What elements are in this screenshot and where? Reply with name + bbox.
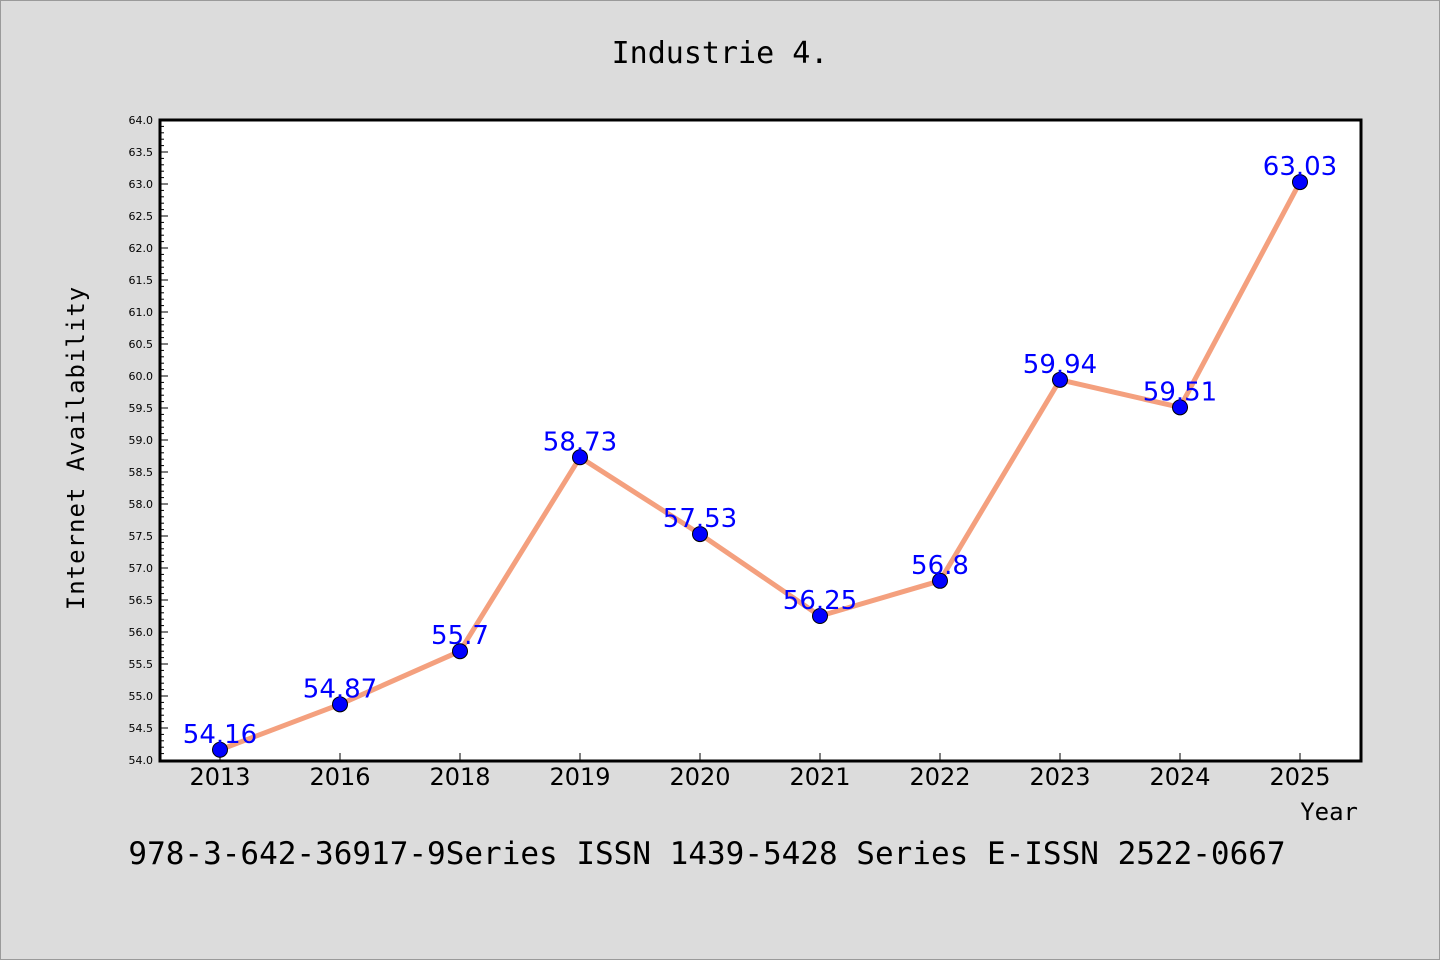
data-label: 57.53 <box>663 504 737 534</box>
y-axis-label: Internet Availability <box>62 286 90 610</box>
y-tick-label: 62.5 <box>129 210 154 223</box>
y-tick-label: 58.0 <box>129 498 154 511</box>
data-point <box>1172 399 1188 416</box>
series-line <box>219 180 1303 753</box>
data-point <box>1052 371 1068 388</box>
y-tick-label: 61.5 <box>129 274 154 287</box>
data-point <box>452 643 468 660</box>
data-label: 59.94 <box>1023 350 1097 380</box>
y-tick-label: 58.5 <box>129 466 154 479</box>
data-labels: 54.16 54.87 55.7 58.73 57.53 56.25 56.8 59.94 59… <box>183 152 1337 750</box>
y-tick-label: 61.0 <box>129 306 154 319</box>
y-tick-label: 56.0 <box>129 626 154 639</box>
x-tick-label: 2016 <box>309 763 370 791</box>
y-tick-label: 63.5 <box>129 146 154 159</box>
data-label: 54.87 <box>303 674 377 704</box>
y-tick-label: 59.0 <box>129 434 154 447</box>
y-tick-label: 60.5 <box>129 338 154 351</box>
data-point <box>332 696 348 713</box>
y-axis: 54.0 54.5 55.0 55.5 56.0 56.5 57.0 57.5 58.0 58.5… <box>129 114 168 767</box>
x-tick-label: 2024 <box>1149 763 1210 791</box>
data-point <box>212 741 228 758</box>
x-tick-label: 2023 <box>1029 763 1090 791</box>
x-axis-label: Year <box>1300 798 1358 826</box>
data-point <box>932 572 948 589</box>
plot-area <box>158 118 1363 763</box>
x-tick-label: 2025 <box>1269 763 1330 791</box>
data-label: 54.16 <box>183 720 257 750</box>
y-tick-label: 62.0 <box>129 242 154 255</box>
y-tick-label: 59.5 <box>129 402 154 415</box>
x-tick-label: 2022 <box>909 763 970 791</box>
data-label: 59.51 <box>1143 377 1217 407</box>
y-tick-label: 56.5 <box>129 594 154 607</box>
x-tick-label: 2018 <box>429 763 490 791</box>
chart-title: Industrie 4. <box>612 36 829 71</box>
data-label: 55.7 <box>431 621 489 651</box>
data-label: 58.73 <box>543 427 617 457</box>
y-tick-label: 55.5 <box>129 658 154 671</box>
y-tick-label: 57.5 <box>129 530 154 543</box>
data-point <box>692 526 708 543</box>
y-tick-label: 64.0 <box>129 114 154 127</box>
y-tick-label: 60.0 <box>129 370 154 383</box>
series-markers <box>212 174 1308 758</box>
data-point <box>572 449 588 466</box>
data-point <box>1292 174 1308 191</box>
data-label: 56.25 <box>783 586 857 616</box>
x-tick-label: 2021 <box>789 763 850 791</box>
x-tick-label: 2019 <box>549 763 610 791</box>
y-tick-label: 57.0 <box>129 562 154 575</box>
x-tick-label: 2013 <box>189 763 250 791</box>
y-tick-label: 55.0 <box>129 690 154 703</box>
data-label: 63.03 <box>1263 152 1337 182</box>
data-label: 56.8 <box>911 551 969 581</box>
x-tick-label: 2020 <box>669 763 730 791</box>
caption: 978-3-642-36917-9Series ISSN 1439-5428 S… <box>128 836 1285 872</box>
y-tick-label: 54.5 <box>129 722 154 735</box>
data-point <box>812 608 828 624</box>
y-tick-label: 63.0 <box>129 178 154 191</box>
y-tick-label: 54.0 <box>129 754 154 767</box>
